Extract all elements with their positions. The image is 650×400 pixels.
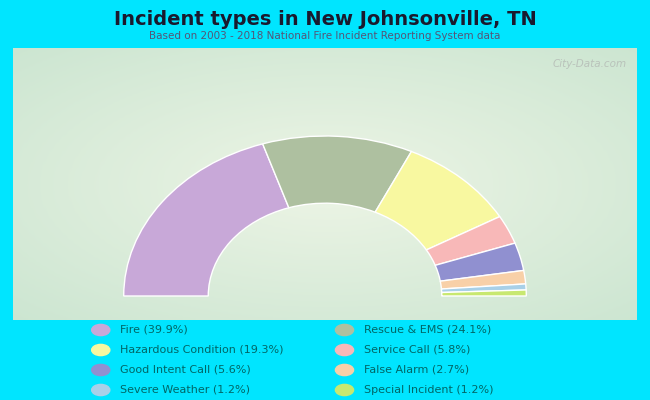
Text: Good Intent Call (5.6%): Good Intent Call (5.6%): [120, 365, 251, 375]
Text: Service Call (5.8%): Service Call (5.8%): [364, 345, 471, 355]
Text: Fire (39.9%): Fire (39.9%): [120, 325, 188, 335]
Text: Rescue & EMS (24.1%): Rescue & EMS (24.1%): [364, 325, 491, 335]
Wedge shape: [426, 216, 515, 265]
Text: Incident types in New Johnsonville, TN: Incident types in New Johnsonville, TN: [114, 10, 536, 29]
Wedge shape: [441, 284, 526, 292]
Wedge shape: [436, 243, 524, 281]
Wedge shape: [124, 144, 289, 296]
Text: Special Incident (1.2%): Special Incident (1.2%): [364, 385, 493, 395]
Wedge shape: [263, 136, 411, 212]
Text: False Alarm (2.7%): False Alarm (2.7%): [364, 365, 469, 375]
Wedge shape: [375, 152, 500, 250]
Text: City-Data.com: City-Data.com: [552, 59, 627, 69]
Text: Hazardous Condition (19.3%): Hazardous Condition (19.3%): [120, 345, 284, 355]
Wedge shape: [440, 270, 526, 289]
Wedge shape: [441, 290, 526, 296]
Text: Based on 2003 - 2018 National Fire Incident Reporting System data: Based on 2003 - 2018 National Fire Incid…: [150, 31, 500, 41]
Text: Severe Weather (1.2%): Severe Weather (1.2%): [120, 385, 250, 395]
